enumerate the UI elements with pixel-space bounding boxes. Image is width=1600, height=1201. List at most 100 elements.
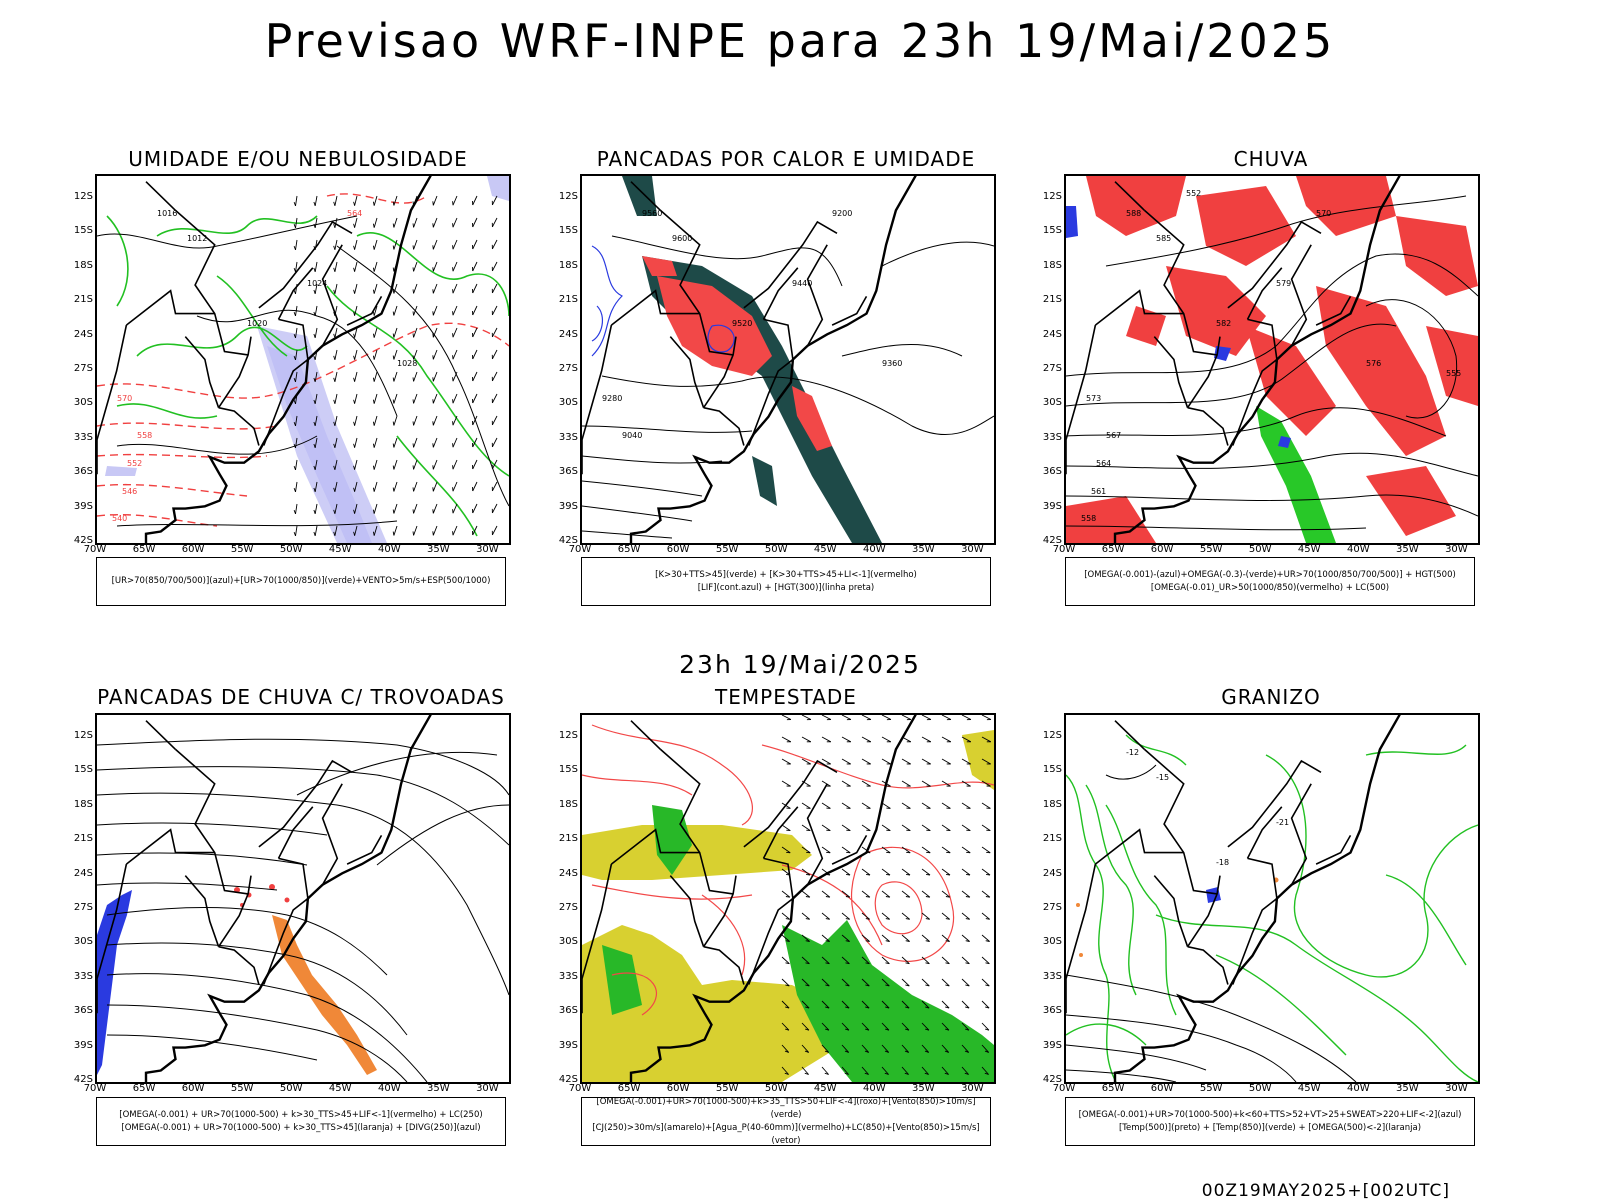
wind-arrow xyxy=(414,262,417,271)
contour-label: -15 xyxy=(1156,773,1169,782)
wind-arrow xyxy=(492,306,497,315)
lon-tick-label: 30W xyxy=(1436,544,1476,555)
legend-line: [OMEGA(-0.001)+UR>70(1000-500)+k>35_TTS>… xyxy=(582,1096,990,1122)
wind-arrow xyxy=(473,240,477,249)
wind-arrow xyxy=(315,306,317,316)
wind-arrow xyxy=(942,825,950,831)
wind-arrow xyxy=(296,504,298,514)
contour-label: 555 xyxy=(1446,369,1461,378)
wind-arrow xyxy=(315,526,317,536)
wind-arrow xyxy=(335,196,337,206)
wind-arrow-head xyxy=(433,223,434,227)
wind-arrow xyxy=(315,262,317,272)
wind-arrow-head xyxy=(926,874,930,875)
wind-arrow-head xyxy=(986,874,990,875)
lat-tick-label: 12S xyxy=(63,191,93,202)
wind-arrow xyxy=(355,196,357,206)
wind-arrow xyxy=(862,825,870,831)
contour-label: 588 xyxy=(1126,209,1141,218)
wind-arrow xyxy=(882,759,891,764)
lon-tick-label: 45W xyxy=(805,1083,845,1094)
wind-arrow xyxy=(473,284,477,293)
lat-tick-label: 39S xyxy=(63,501,93,512)
border-line xyxy=(744,222,837,308)
lon-tick-label: 40W xyxy=(1338,544,1378,555)
lon-tick-label: 60W xyxy=(1142,1083,1182,1094)
legend-granizo: [OMEGA(-0.001)+UR>70(1000-500)+k<60+TTS>… xyxy=(1065,1097,1475,1146)
legend-line: [LIF](cont.azul) + [HGT(300)](linha pret… xyxy=(582,582,990,595)
lat-tick-label: 21S xyxy=(548,833,578,844)
lon-tick-label: 45W xyxy=(1289,544,1329,555)
lat-tick-label: 30S xyxy=(63,397,93,408)
wind-arrow-head xyxy=(314,532,315,536)
wind-arrow xyxy=(822,803,830,808)
legend-line: [OMEGA(-0.001) + UR>70(1000-500) + k>30_… xyxy=(97,1109,505,1122)
border-line xyxy=(1115,721,1145,750)
lat-tick-label: 12S xyxy=(548,730,578,741)
lat-tick-label: 30S xyxy=(63,936,93,947)
wind-arrow-head xyxy=(373,422,374,426)
rain-green-areas xyxy=(1256,406,1336,543)
wind-arrow xyxy=(982,847,990,853)
wind-arrow-head xyxy=(433,421,434,425)
wind-arrow-head xyxy=(906,874,910,875)
wind-arrow-head xyxy=(354,356,355,360)
wind-arrow xyxy=(492,482,497,491)
wind-arrow xyxy=(802,715,811,720)
wind-arrow xyxy=(982,803,990,808)
wind-arrow xyxy=(492,526,497,535)
contour-label: 558 xyxy=(1081,514,1096,523)
wind-arrow xyxy=(473,350,477,359)
contour-label: 1028 xyxy=(397,359,417,368)
wind-arrow xyxy=(394,394,397,404)
lat-tick-label: 21S xyxy=(548,294,578,305)
wind-arrow xyxy=(473,218,477,227)
border-line xyxy=(146,182,176,211)
wind-arrow xyxy=(902,715,911,720)
panel-title-granizo: GRANIZO xyxy=(1061,685,1481,709)
wind-arrow xyxy=(942,847,950,853)
lon-tick-label: 50W xyxy=(1240,1083,1280,1094)
wind-arrow xyxy=(315,328,317,338)
wind-arrow-head xyxy=(373,356,374,360)
wind-arrow xyxy=(942,715,951,720)
wind-arrow xyxy=(374,482,377,492)
contour-label: 564 xyxy=(347,209,362,218)
wind-arrow-head xyxy=(354,224,355,228)
wind-arrow xyxy=(942,737,951,742)
panel-title-pancadas-calor: PANCADAS POR CALOR E UMIDADE xyxy=(576,147,996,171)
lat-tick-label: 39S xyxy=(1032,1040,1062,1051)
lat-tick-label: 27S xyxy=(548,902,578,913)
wind-arrow xyxy=(492,372,497,381)
wind-arrow xyxy=(473,328,477,337)
legend-tempestade: [OMEGA(-0.001)+UR>70(1000-500)+k>35_TTS>… xyxy=(581,1097,991,1146)
lat-tick-label: 27S xyxy=(63,902,93,913)
wind-arrow xyxy=(782,759,791,764)
lon-tick-label: 55W xyxy=(707,544,747,555)
wind-arrow-head xyxy=(294,202,295,206)
wind-arrow xyxy=(394,504,397,514)
wind-arrow xyxy=(453,328,457,337)
border-line xyxy=(126,830,214,864)
panel-title-umidade: UMIDADE E/OU NEBULOSIDADE xyxy=(88,147,508,171)
rain-red-areas xyxy=(1066,176,1478,543)
wind-arrow-head xyxy=(433,465,434,469)
wind-arrow-head xyxy=(373,466,374,470)
wind-arrow xyxy=(374,218,377,228)
contour-label: 552 xyxy=(1186,189,1201,198)
contour-label: 564 xyxy=(1096,459,1111,468)
wind-arrow-head xyxy=(294,224,295,228)
wind-arrow xyxy=(394,328,397,338)
wind-arrow xyxy=(492,394,497,403)
wind-arrow xyxy=(492,218,497,227)
wind-arrow xyxy=(822,825,830,831)
wind-arrow xyxy=(862,737,871,742)
wind-arrow xyxy=(374,460,377,470)
wind-arrow xyxy=(414,328,417,337)
wind-arrow-head xyxy=(433,201,434,205)
wind-arrow xyxy=(453,284,457,293)
lat-tick-label: 21S xyxy=(63,833,93,844)
wind-arrow-head xyxy=(413,399,414,403)
wind-arrow xyxy=(315,504,317,514)
wind-arrow xyxy=(453,262,457,271)
